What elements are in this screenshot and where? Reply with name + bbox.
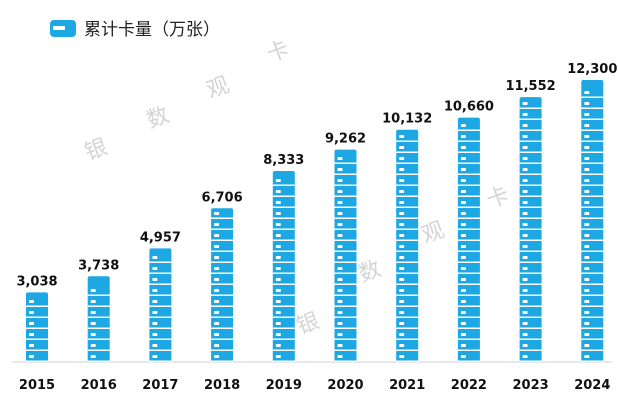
x-tick-label: 2021 (389, 378, 425, 393)
x-tick-label: 2024 (574, 378, 610, 393)
data-label: 10,660 (444, 100, 494, 115)
legend: 累计卡量（万张） (50, 20, 220, 40)
bars-group (26, 80, 604, 363)
data-label: 10,132 (382, 112, 432, 127)
x-tick-label: 2023 (513, 378, 549, 393)
data-label: 3,038 (16, 274, 57, 289)
watermark-char: 银 (294, 309, 323, 340)
data-label: 3,738 (78, 258, 119, 273)
data-label: 9,262 (325, 132, 366, 147)
watermark-char: 卡 (264, 37, 293, 68)
watermark-char: 数 (144, 103, 173, 134)
bar (272, 170, 295, 362)
x-tick-label: 2017 (142, 378, 178, 393)
watermark-char: 观 (204, 73, 233, 104)
bar (581, 80, 604, 362)
bar (26, 292, 48, 362)
data-label: 8,333 (263, 153, 304, 168)
bar (457, 117, 480, 362)
data-label: 12,300 (567, 62, 617, 77)
bar (334, 149, 357, 362)
x-tick-label: 2018 (204, 378, 240, 393)
watermark-char: 银 (82, 135, 111, 166)
value-labels-group: 3,038 3,738 4,957 6,706 8,333 9,262 10,132 10,6… (16, 62, 617, 289)
watermark-upper: 银 数 观 卡 (82, 37, 293, 166)
watermark-char: 观 (419, 218, 448, 249)
x-tick-label: 2019 (266, 378, 302, 393)
data-label: 11,552 (506, 79, 556, 94)
x-tick-labels-group: 2015 2016 2017 2018 2019 2020 2021 2022 2023 2024 (19, 378, 610, 393)
x-tick-label: 2022 (451, 378, 487, 393)
x-tick-label: 2016 (81, 378, 117, 393)
x-tick-label: 2020 (327, 378, 363, 393)
bar (211, 208, 234, 362)
watermark-char: 卡 (484, 183, 513, 214)
card-icon (50, 20, 76, 37)
bar (396, 129, 419, 362)
bar (149, 248, 172, 362)
legend-label: 累计卡量（万张） (84, 20, 220, 40)
bar (519, 97, 542, 363)
watermark-char: 数 (356, 257, 385, 288)
bar (87, 276, 110, 362)
x-tick-label: 2015 (19, 378, 55, 393)
data-label: 6,706 (202, 190, 243, 205)
data-label: 4,957 (140, 230, 181, 245)
